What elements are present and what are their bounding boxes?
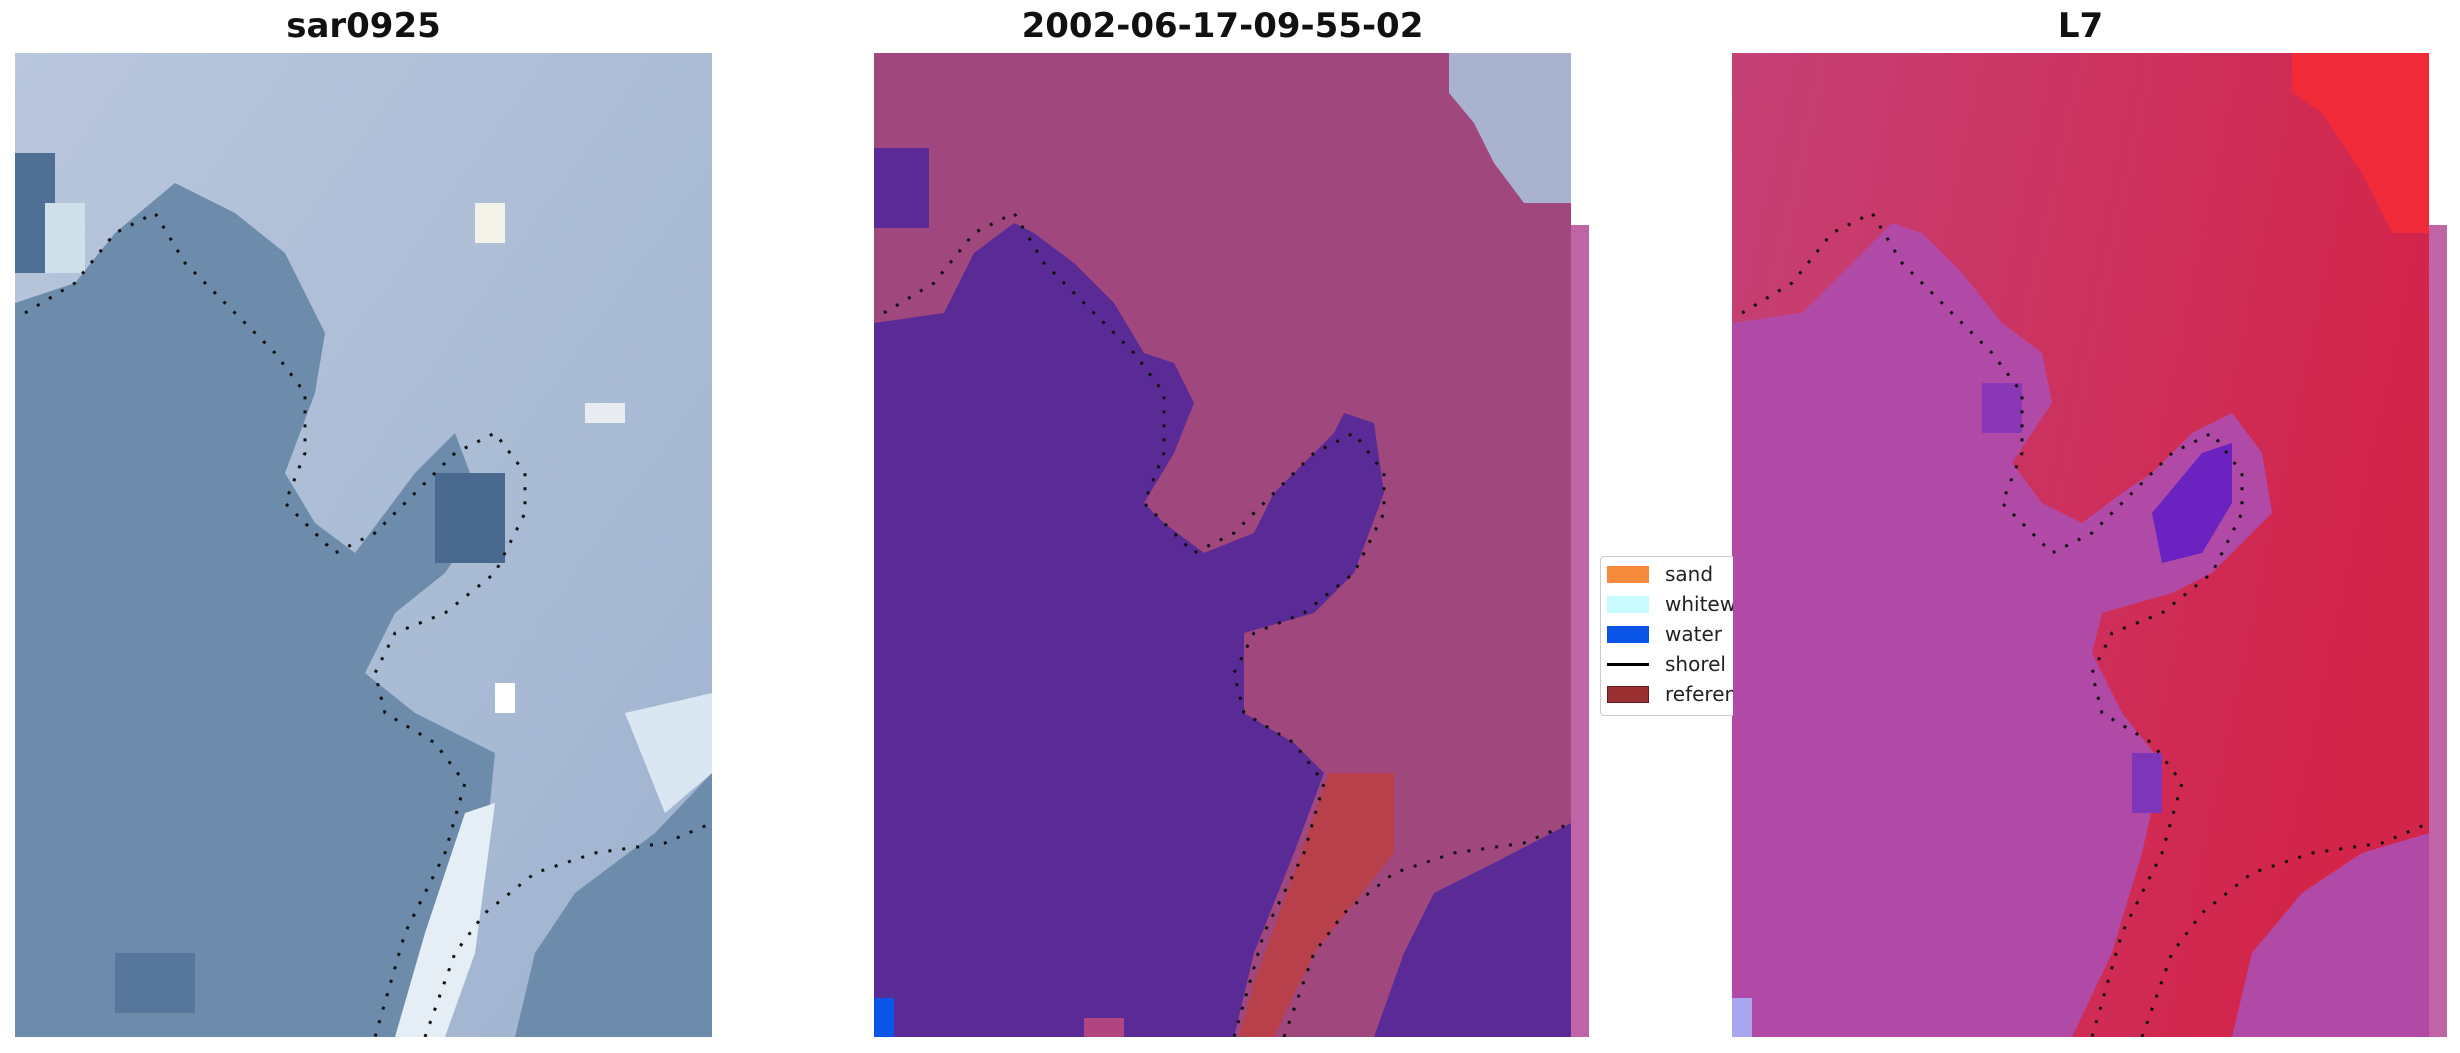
shoreline-dots — [1282, 821, 1571, 1037]
rgb-image-panel — [15, 53, 712, 1037]
shoreline-dots — [423, 821, 712, 1037]
legend-swatch — [1607, 625, 1649, 643]
index-image-panel — [1732, 53, 2429, 1037]
panel-2-edge-strip — [1571, 225, 1589, 1037]
legend-swatch — [1607, 685, 1649, 703]
panel-title-2: 2002-06-17-09-55-02 — [1021, 6, 1424, 46]
legend-item-water: water — [1607, 621, 1722, 647]
panel-title-3: L7 — [2057, 6, 2104, 46]
legend-item-shorel: shorel — [1607, 651, 1726, 677]
legend-swatch — [1607, 565, 1649, 583]
legend-label: shorel — [1665, 652, 1726, 676]
index-image — [1732, 53, 2429, 1037]
shoreline-dots — [2140, 821, 2429, 1037]
legend-label: whitew — [1665, 592, 1733, 616]
legend: sand whitew water shorel referen — [1600, 556, 1733, 716]
legend-swatch — [1607, 595, 1649, 613]
legend-item-referen: referen — [1607, 681, 1733, 707]
legend-label: sand — [1665, 562, 1714, 586]
panel-title-1: sar0925 — [286, 6, 441, 46]
panel-3-edge-strip — [2429, 225, 2447, 1037]
legend-item-sand: sand — [1607, 561, 1713, 587]
classified-image — [874, 53, 1571, 1037]
rgb-image — [15, 53, 712, 1037]
legend-item-whitew: whitew — [1607, 591, 1733, 617]
classified-image-panel — [874, 53, 1571, 1037]
legend-label: water — [1665, 622, 1722, 646]
legend-swatch — [1607, 662, 1649, 666]
legend-label: referen — [1665, 682, 1733, 706]
